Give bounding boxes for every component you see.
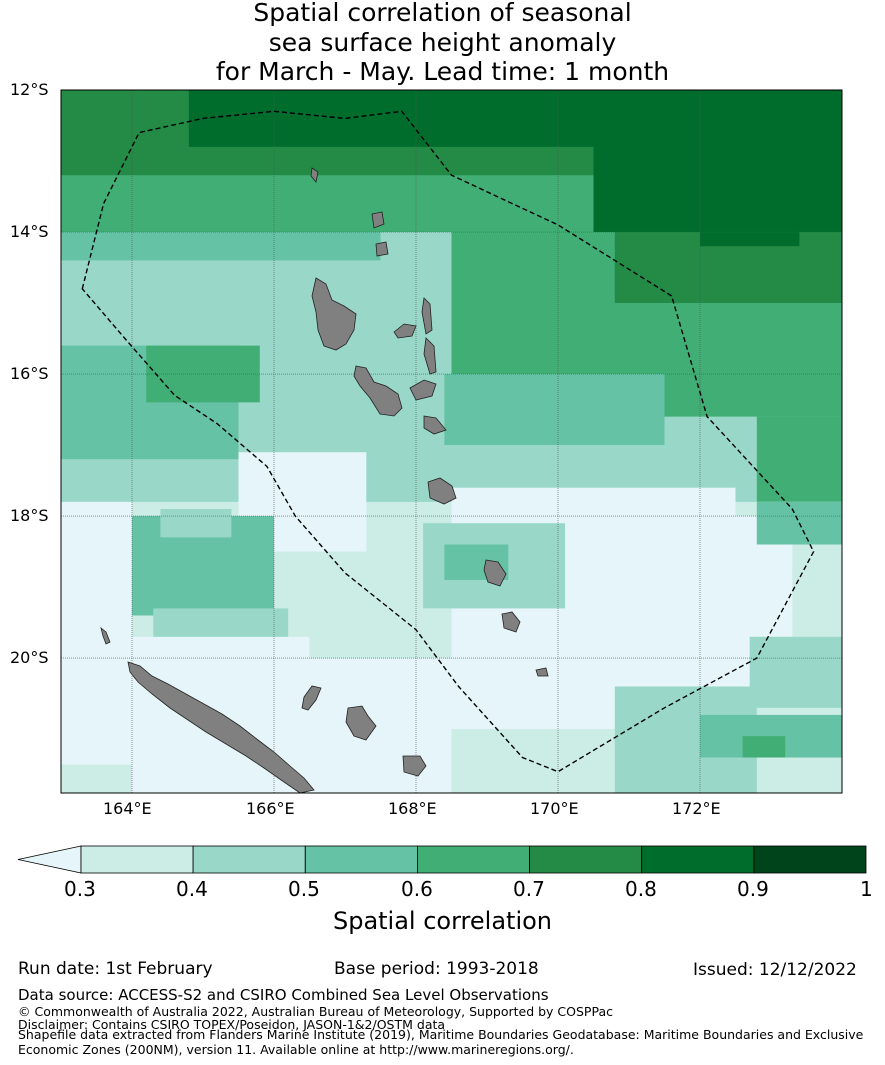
colorbar-tick-0-6: 0.6 [401,877,433,901]
shapefile-credit-line-1: Shapefile data extracted from Flanders M… [18,1027,864,1042]
lat-label-12s: 12°S [10,80,49,99]
colorbar-bin-7 [753,845,867,874]
correlation-region-11 [259,260,452,438]
map-chart [17,89,867,874]
shapefile-credit-line-2: Economic Zones (200NM), version 11. Avai… [18,1042,574,1057]
colorbar-tick-0-5: 0.5 [288,877,320,901]
correlation-region-31 [742,736,786,758]
lat-label-16s: 16°S [10,364,49,383]
correlation-region-12 [61,232,381,261]
colorbar-tick-0-7: 0.7 [513,877,545,901]
colorbar-bin-5 [529,845,643,874]
colorbar-title: Spatial correlation [332,907,553,935]
vanuatu-efate [427,477,457,505]
correlation-region-13 [444,374,665,445]
correlation-region-8 [664,303,771,389]
copyright: © Commonwealth of Australia 2022, Austra… [18,1004,613,1019]
loyalty-ouvea [301,685,322,711]
vanuatu-aneityum [535,667,549,677]
vanuatu-banks [371,211,385,229]
colorbar-bin-4 [416,845,530,874]
belep-island [100,626,111,645]
correlation-region-23 [160,509,232,538]
data-source: Data source: ACCESS-S2 and CSIRO Combine… [18,986,549,1004]
correlation-region-19 [309,658,452,793]
base-period: Base period: 1993-2018 [334,959,539,979]
lon-label-168e: 168°E [388,799,437,818]
vanuatu-ambrym [409,379,437,401]
new-caledonia-island [127,661,315,793]
chart-title: Spatial correlation of seasonal sea surf… [0,0,885,87]
plot-frame [60,89,843,794]
loyalty-lifou [345,705,377,741]
correlation-region-28 [749,636,842,708]
lon-label-172e: 172°E [672,799,721,818]
loyalty-mare [402,755,427,777]
title-line-3: for March - May. Lead time: 1 month [215,57,670,86]
colorbar-tick-1: 1 [860,877,873,901]
vanuatu-malekula [353,365,403,417]
lon-label-164e: 164°E [103,799,152,818]
title-line-2: sea surface height anomaly [268,27,617,57]
lon-label-166e: 166°E [246,799,295,818]
colorbar-bin-6 [641,845,755,874]
vanuatu-ambae [393,323,417,339]
correlation-grid [61,90,842,793]
colorbar-tick-0-4: 0.4 [176,877,208,901]
vanuatu-epi [423,415,447,435]
colorbar-tick-0-8: 0.8 [625,877,657,901]
vanuatu-erromango [483,559,507,587]
disclaimer: Disclaimer: Contains CSIRO TOPEX/Poseido… [18,1017,446,1032]
colorbar-bin-1 [80,845,194,874]
lat-label-18s: 18°S [10,506,49,525]
correlation-region-16 [61,501,132,765]
vanuatu-espiritu-santo [311,277,357,351]
issued-date: Issued: 12/12/2022 [693,960,857,980]
colorbar [17,845,867,874]
lon-label-170e: 170°E [530,799,579,818]
vanuatu-tanna [501,611,521,633]
colorbar-bin-3 [304,845,418,874]
eez-boundary [81,110,815,773]
lat-label-14s: 14°S [10,222,49,241]
colorbar-bin-2 [192,845,306,874]
correlation-region-24 [153,608,289,637]
run-date: Run date: 1st February [18,959,213,979]
colorbar-extension [17,845,82,874]
colorbar-tick-0-9: 0.9 [737,877,769,901]
correlation-region-7 [700,175,800,247]
graticule [61,90,842,793]
lat-label-20s: 20°S [10,648,49,667]
vanuatu-torres [310,167,319,183]
vanuatu-gaua [375,241,389,257]
vanuatu-pentecost [423,337,437,375]
vanuatu-maewo [421,297,433,335]
colorbar-tick-0-3: 0.3 [64,877,96,901]
landmasses [100,167,549,793]
title-line-1: Spatial correlation of seasonal [253,0,632,27]
correlation-region-14 [756,416,842,502]
